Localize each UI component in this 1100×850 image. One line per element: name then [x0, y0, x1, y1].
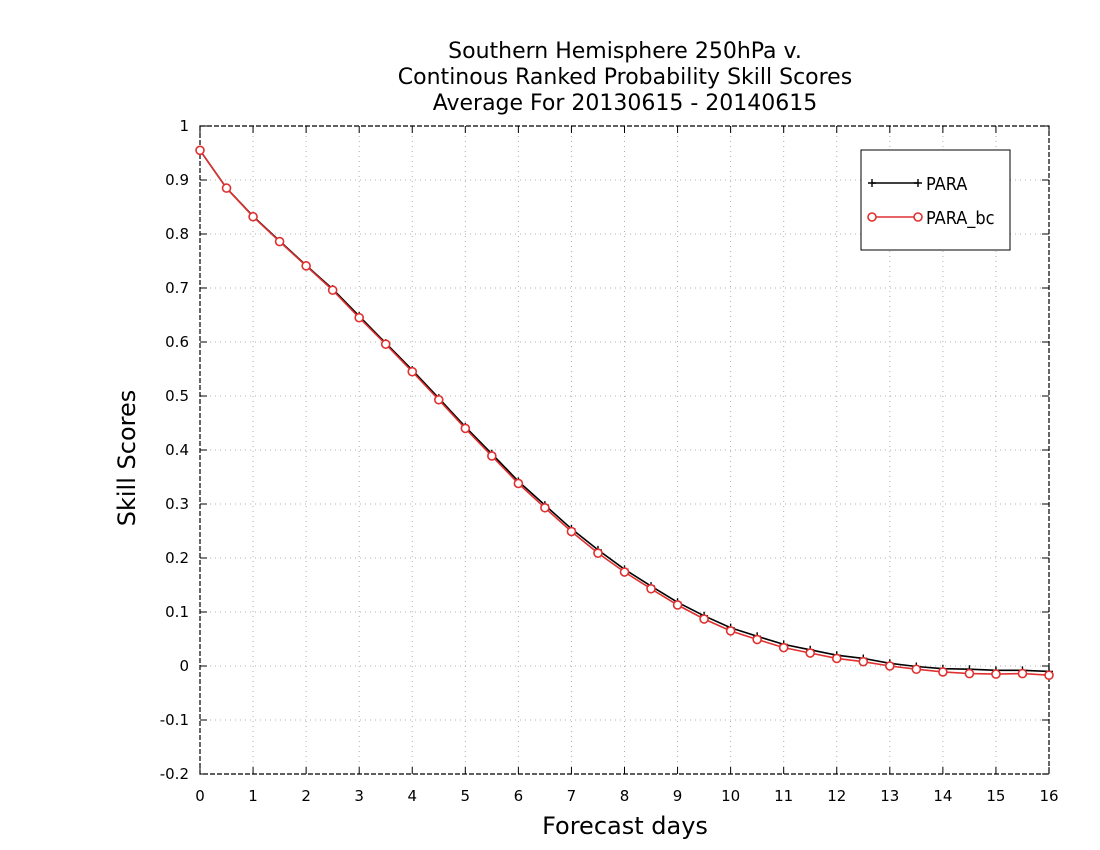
- x-tick-label: 14: [933, 787, 952, 805]
- data-point-para-bc: [938, 667, 948, 677]
- data-point-para-bc: [646, 583, 656, 594]
- x-tick-label: 5: [461, 787, 471, 805]
- x-tick-label: 11: [774, 787, 793, 805]
- legend-marker-para-icon: [868, 179, 922, 187]
- data-point-para-bc: [725, 626, 736, 636]
- x-tick-label: 6: [514, 787, 524, 805]
- y-tick-label: 0: [179, 657, 189, 675]
- x-tick-label: 9: [673, 787, 683, 805]
- data-point-para-bc: [221, 183, 232, 193]
- data-point-para-bc: [699, 614, 709, 624]
- data-point-para-bc: [1017, 668, 1028, 679]
- data-point-para-bc: [566, 526, 577, 537]
- legend-label-para-bc: PARA_bc: [926, 208, 995, 229]
- data-point-para-bc: [513, 478, 524, 489]
- data-point-para-bc: [885, 661, 895, 671]
- y-tick-label: 1: [179, 117, 189, 135]
- x-tick-label: 2: [301, 787, 311, 805]
- chart-title: Southern Hemisphere 250hPa v. Continous …: [398, 39, 852, 116]
- y-tick-label: 0.6: [165, 333, 189, 351]
- data-point-para-bc: [858, 656, 869, 667]
- y-tick-label: 0.2: [165, 549, 189, 567]
- series-layer: [195, 145, 1054, 680]
- y-tick-label: 0.8: [165, 225, 189, 243]
- x-tick-label: 0: [195, 787, 205, 805]
- data-point-para-bc: [752, 634, 762, 645]
- data-point-para-bc: [354, 312, 364, 323]
- data-point-para-bc: [460, 423, 471, 434]
- data-point-para-bc: [195, 145, 205, 156]
- x-tick-label: 15: [986, 787, 1005, 805]
- y-tick-label: -0.1: [160, 711, 189, 729]
- x-tick-label: 10: [721, 787, 740, 805]
- x-tick-label: 4: [407, 787, 417, 805]
- chart-title-line-1: Southern Hemisphere 250hPa v.: [448, 39, 802, 64]
- y-tick-label: 0.1: [165, 603, 189, 621]
- data-point-para-bc: [593, 548, 603, 558]
- y-tick-labels: -0.2 -0.1 0 0.1 0.2 0.3 0.4 0.5 0.6 0.7 0.8 0.9 1: [160, 117, 189, 783]
- y-tick-label: 0.5: [165, 387, 189, 405]
- legend-label-para: PARA: [926, 174, 967, 195]
- data-point-para-bc: [433, 394, 444, 405]
- y-tick-label: 0.7: [165, 279, 189, 297]
- y-tick-label: -0.2: [160, 765, 189, 783]
- data-point-para-bc: [991, 669, 1001, 679]
- plot-frame: [199, 125, 1050, 775]
- data-point-para-bc: [778, 642, 789, 653]
- chart-title-line-2: Continous Ranked Probability Skill Score…: [398, 65, 852, 90]
- x-tick-label: 16: [1039, 787, 1058, 805]
- y-axis-title: Skill Scores: [113, 390, 141, 527]
- data-point-para-bc: [964, 668, 975, 679]
- x-tick-label: 3: [354, 787, 364, 805]
- y-tick-label: 0.9: [165, 171, 189, 189]
- legend-box: [860, 149, 1011, 251]
- x-tick-label: 8: [620, 787, 630, 805]
- x-tick-label: 13: [880, 787, 899, 805]
- legend-marker-para-bc-icon: [867, 212, 877, 222]
- data-point-para-bc: [487, 451, 497, 461]
- chart-title-line-3: Average For 20130615 - 20140615: [433, 91, 818, 116]
- y-tick-label: 0.4: [165, 441, 189, 459]
- data-point-para-bc: [274, 236, 285, 247]
- data-point-para-bc: [831, 653, 842, 664]
- data-point-para-bc: [540, 502, 550, 513]
- data-point-para-bc: [327, 285, 338, 295]
- data-point-para-bc: [248, 211, 258, 222]
- data-point-para-bc: [301, 261, 311, 271]
- data-point-para-bc: [1044, 670, 1054, 680]
- x-tick-labels: 0 1 2 3 4 5 6 7 8 9 10 11 12 13 14 15 16: [195, 787, 1058, 805]
- y-tick-label: 0.3: [165, 495, 189, 513]
- x-tick-label: 1: [248, 787, 258, 805]
- data-point-para-bc: [619, 567, 630, 577]
- legend: PARA PARA_bc: [860, 149, 1011, 251]
- x-tick-label: 7: [567, 787, 577, 805]
- x-tick-label: 12: [827, 787, 846, 805]
- data-point-para-bc: [911, 664, 922, 675]
- data-point-para-bc: [805, 648, 816, 658]
- x-axis-title: Forecast days: [542, 812, 708, 840]
- data-point-para-bc: [380, 339, 391, 349]
- data-point-para-bc: [407, 366, 418, 377]
- legend-marker-para-bc-icon: [913, 212, 923, 222]
- data-point-para-bc: [672, 600, 683, 610]
